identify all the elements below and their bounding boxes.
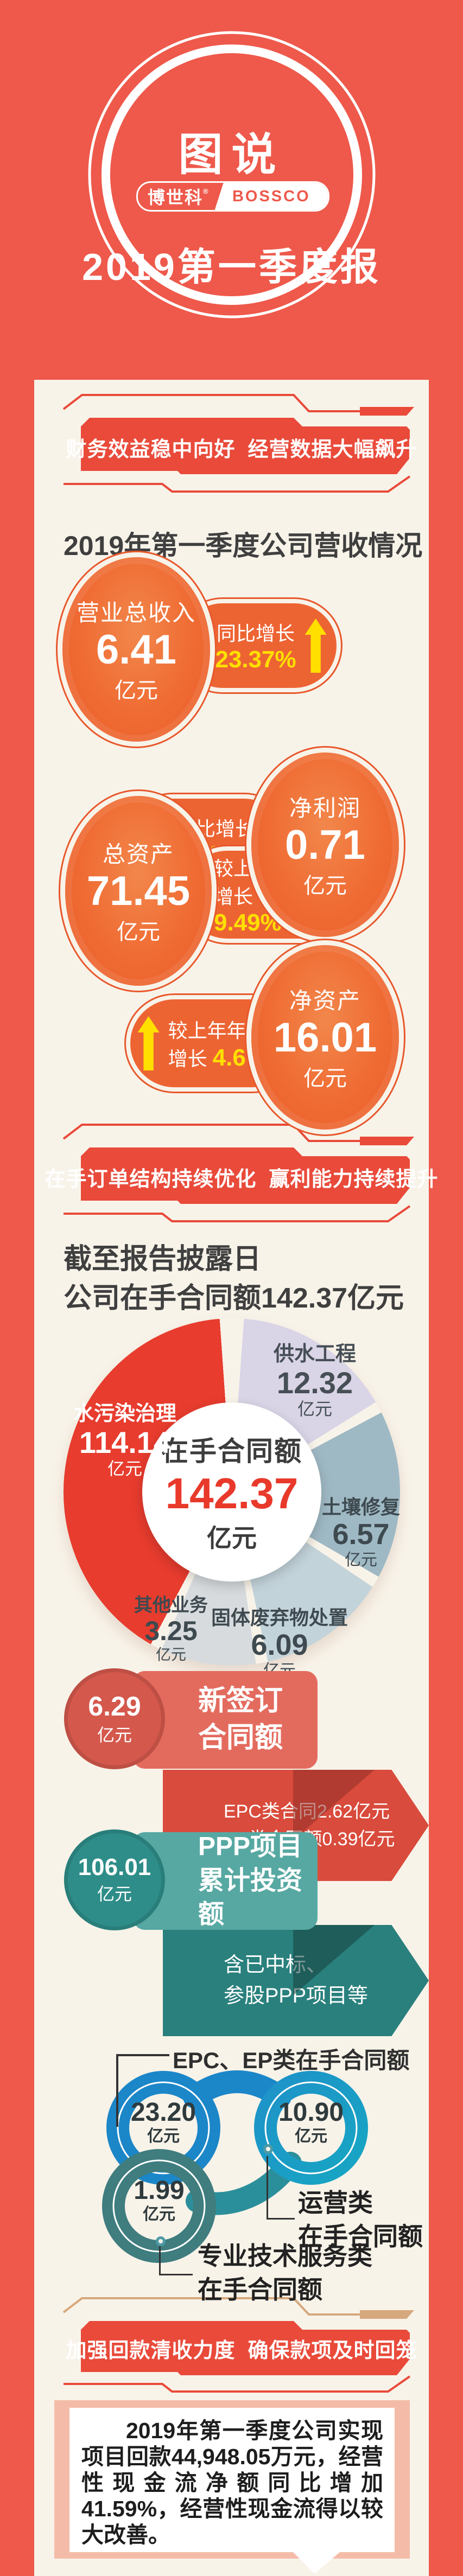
- growth-label: 较上年年末: [168, 1019, 266, 1042]
- pie-label-soil-remediation: 土壤修复 6.57 亿元: [321, 1496, 400, 1569]
- ribbon-new-contracts-value: 6.29 亿元: [64, 1668, 165, 1769]
- contracts-heading: EPC、EP类在手合同额: [173, 2048, 410, 2073]
- callout-connector-line: [267, 2218, 295, 2220]
- donut-center: 在手合同额 142.37 亿元: [142, 1402, 321, 1582]
- section-banner-cash: 加强回款清收力度 确保款项及时回笼: [56, 2296, 427, 2405]
- stat-value: 6.41: [96, 627, 176, 673]
- stat-circle-net-assets: 净资产 16.01 亿元: [251, 945, 399, 1130]
- quote-box: [69, 2408, 395, 2552]
- orders-intro-line1: 截至报告披露日: [64, 1244, 262, 1275]
- donut-center-unit: 亿元: [207, 1524, 257, 1552]
- finance-heading: 2019年第一季度公司营收情况: [64, 531, 423, 561]
- cash-summary-paragraph: 2019年第一季度公司实现项目回款44,948.05万元，经营性现金流净额同比增…: [81, 2418, 383, 2547]
- ring-value-epc: 23.20 亿元: [130, 2098, 196, 2145]
- banner-frame-decoration: [62, 1124, 414, 1222]
- connector-dot: [156, 2236, 166, 2246]
- section-banner-finance: 财务效益稳中向好 经营数据大幅飙升: [56, 392, 427, 500]
- connector-dot: [263, 2144, 273, 2154]
- stat-label: 净利润: [289, 795, 361, 821]
- callout-technical: 专业技术服务类 在手合同额: [198, 2242, 372, 2304]
- stat-value: 71.45: [86, 868, 191, 915]
- stat-unit: 亿元: [303, 1066, 347, 1091]
- pie-label-solid-waste: 固体废弃物处置 6.09 亿元: [211, 1606, 348, 1680]
- callout-connector-line: [267, 2156, 268, 2219]
- up-arrow-icon: [137, 1016, 160, 1070]
- growth-label: 同比增长: [216, 622, 295, 645]
- stat-label: 净资产: [289, 988, 361, 1014]
- stat-unit: 亿元: [115, 678, 158, 703]
- growth-value: 23.37%: [215, 646, 296, 673]
- logo-chinese-name: 博世科 ®: [148, 187, 210, 208]
- registered-mark-icon: ®: [203, 187, 210, 195]
- pie-label-other-business: 其他业务 3.25 亿元: [134, 1595, 208, 1663]
- ring-value-technical: 1.99 亿元: [134, 2176, 185, 2223]
- stat-value: 0.71: [285, 822, 365, 869]
- stat-circle-profit: 净利润 0.71 亿元: [251, 753, 399, 937]
- header-arcs-decoration: [88, 31, 376, 318]
- page-title: 2019第一季度报: [82, 246, 381, 288]
- stat-circle-revenue: 营业总收入 6.41 亿元: [62, 557, 210, 742]
- ring-value-operations: 10.90 亿元: [278, 2098, 344, 2145]
- stat-unit: 亿元: [303, 873, 347, 898]
- banner-frame-decoration: [62, 2297, 414, 2393]
- banner-text: 在手订单结构持续优化 赢利能力持续提升: [45, 1168, 439, 1191]
- banner-text: 财务效益稳中向好 经营数据大幅飙升: [66, 438, 417, 461]
- header-badge: 图说: [178, 130, 285, 180]
- stat-circle-assets: 总资产 71.45 亿元: [65, 796, 212, 986]
- logo-english-name: BOSSCO: [214, 183, 328, 210]
- pie-label-water-supply: 供水工程 12.32 亿元: [273, 1343, 356, 1419]
- growth-value: 9.49%: [214, 909, 282, 936]
- stat-label: 营业总收入: [76, 600, 196, 626]
- orders-intro-line2: 公司在手合同额142.37亿元: [64, 1283, 404, 1314]
- banner-frame-decoration: [62, 394, 414, 493]
- stat-value: 16.01: [273, 1015, 377, 1061]
- donut-center-value: 142.37: [165, 1469, 299, 1517]
- up-arrow-icon: [305, 619, 327, 673]
- callout-connector-line: [159, 2246, 161, 2275]
- callout-connector-line: [159, 2274, 193, 2275]
- donut-center-label: 在手合同额: [161, 1436, 302, 1466]
- heading-bracket-line: [116, 2054, 118, 2127]
- section-banner-orders: 在手订单结构持续优化 赢利能力持续提升: [45, 1121, 439, 1230]
- pie-label-water-pollution: 水污染治理 114.14 亿元: [73, 1402, 176, 1479]
- ribbon-ppp-value: 106.01 亿元: [64, 1829, 165, 1930]
- banner-text: 加强回款清收力度 确保款项及时回笼: [66, 2339, 417, 2362]
- company-logo: 博世科 ® BOSSCO: [136, 181, 329, 212]
- stat-unit: 亿元: [117, 920, 160, 944]
- callout-operations: 运营类 在手合同额: [298, 2189, 423, 2250]
- heading-bracket-line: [116, 2054, 169, 2056]
- stat-label: 总资产: [102, 841, 174, 868]
